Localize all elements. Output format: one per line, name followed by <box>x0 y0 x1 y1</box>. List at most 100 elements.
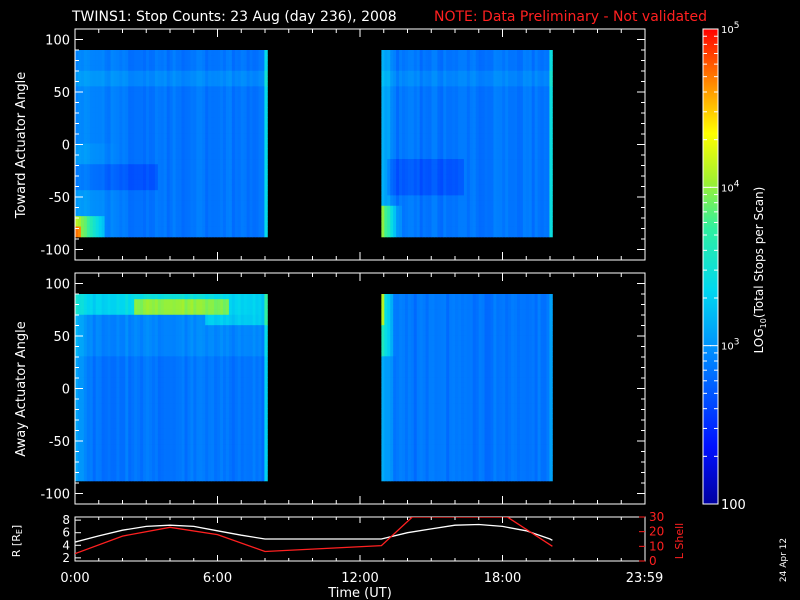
heatmap-cell <box>140 169 144 175</box>
heatmap-cell <box>384 190 388 196</box>
heatmap-cell <box>478 50 483 56</box>
heatmap-cell <box>425 122 429 129</box>
heatmap-cell <box>419 91 424 98</box>
heatmap-cell <box>205 179 209 186</box>
heatmap-cell <box>208 107 212 113</box>
heatmap-cell <box>202 190 206 196</box>
heatmap-cell <box>92 408 97 414</box>
heatmap-cell <box>540 226 544 233</box>
heatmap-cell <box>437 117 441 124</box>
heatmap-cell <box>125 60 129 66</box>
heatmap-cell <box>89 423 94 430</box>
heatmap-cell <box>431 153 435 160</box>
heatmap-cell <box>384 70 388 77</box>
heatmap-cell <box>422 81 426 87</box>
heatmap-cell <box>101 403 105 409</box>
heatmap-cell <box>234 91 239 98</box>
heatmap-cell <box>393 179 397 186</box>
heatmap-cell <box>549 179 553 186</box>
heatmap-cell <box>137 86 141 92</box>
heatmap-cell <box>416 60 421 66</box>
heatmap-cell <box>525 138 530 144</box>
heatmap-cell <box>86 382 91 388</box>
heatmap-cell <box>131 81 135 87</box>
heatmap-cell <box>222 190 227 196</box>
heatmap-cell <box>98 216 103 222</box>
heatmap-cell <box>446 96 450 103</box>
heatmap-cell <box>134 210 138 217</box>
heatmap-cell <box>83 133 88 139</box>
heatmap-cell <box>181 112 185 118</box>
heatmap-cell <box>517 184 521 191</box>
heatmap-cell <box>187 122 191 129</box>
heatmap-cell <box>249 200 253 207</box>
heatmap-cell <box>128 117 132 124</box>
heatmap-cell <box>110 184 114 191</box>
heatmap-cell <box>381 200 385 207</box>
heatmap-cell <box>163 153 168 160</box>
heatmap-cell <box>134 153 138 160</box>
heatmap-cell <box>160 96 165 103</box>
heatmap-cell <box>140 133 144 139</box>
heatmap-cell <box>225 117 230 124</box>
heatmap-cell <box>86 439 91 445</box>
heatmap-cell <box>390 75 394 82</box>
heatmap-cell <box>184 81 188 87</box>
heatmap-cell <box>113 117 117 124</box>
heatmap-cell <box>184 200 188 207</box>
heatmap-cell <box>125 159 129 165</box>
heatmap-cell <box>546 221 550 227</box>
heatmap-cell <box>86 216 91 222</box>
heatmap-cell <box>151 195 156 201</box>
heatmap-cell <box>410 81 415 87</box>
heatmap-cell <box>460 190 465 196</box>
heatmap-cell <box>178 221 182 227</box>
heatmap-cell <box>522 122 527 129</box>
heatmap-cell <box>514 210 518 217</box>
heatmap-cell <box>181 205 185 212</box>
heatmap-cell <box>196 133 200 139</box>
heatmap-cell <box>143 216 147 222</box>
heatmap-cell <box>466 107 471 113</box>
heatmap-cell <box>193 65 197 72</box>
heatmap-cell <box>95 356 100 362</box>
heatmap-cell <box>528 127 533 134</box>
heatmap-cell <box>86 418 91 425</box>
heatmap-cell <box>140 75 144 82</box>
heatmap-cell <box>381 75 385 82</box>
heatmap-cell <box>410 117 415 124</box>
heatmap-cell <box>252 122 256 129</box>
heatmap-cell <box>508 96 512 103</box>
heatmap-cell <box>528 107 533 113</box>
heatmap-cell <box>125 122 129 129</box>
heatmap-cell <box>258 195 262 201</box>
heatmap-cell <box>172 96 177 103</box>
heatmap-cell <box>237 133 242 139</box>
heatmap-cell <box>95 174 100 181</box>
heatmap-cell <box>384 231 388 238</box>
heatmap-cell <box>122 195 126 201</box>
heatmap-cell <box>83 107 88 113</box>
heatmap-cell <box>537 60 541 66</box>
heatmap-cell <box>160 60 165 66</box>
heatmap-cell <box>211 60 215 66</box>
heatmap-cell <box>217 70 221 77</box>
heatmap-cell <box>264 226 268 233</box>
heatmap-cell <box>157 70 162 77</box>
heatmap-cell <box>496 226 500 233</box>
heatmap-cell <box>222 226 227 233</box>
heatmap-cell <box>202 122 206 129</box>
heatmap-cell <box>255 200 259 207</box>
heatmap-cell <box>458 75 462 82</box>
heatmap-cell <box>540 96 544 103</box>
heatmap-cell <box>178 164 182 170</box>
heatmap-cell <box>484 143 488 150</box>
heatmap-cell <box>534 101 539 108</box>
heatmap-cell <box>166 86 171 92</box>
heatmap-cell <box>469 107 474 113</box>
heatmap-cell <box>402 179 406 186</box>
heatmap-cell <box>243 101 248 108</box>
heatmap-cell <box>519 143 524 150</box>
heatmap-cell <box>202 117 206 124</box>
heatmap-cell <box>481 190 485 196</box>
